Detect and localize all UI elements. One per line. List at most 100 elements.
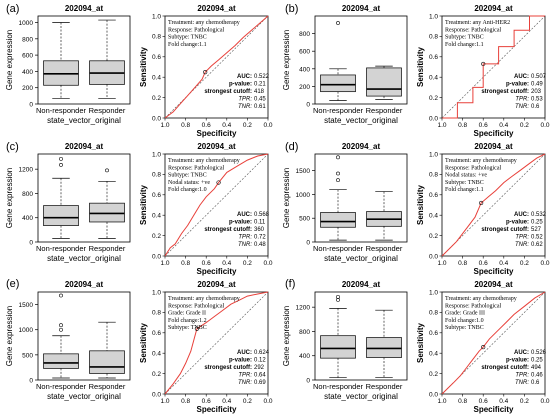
roc-x-tick-label: 0.8	[458, 398, 467, 405]
roc-y-tick-label: 1.0	[152, 151, 161, 158]
roc-x-label: Specificity	[473, 405, 514, 414]
boxplot-category-label: Responder	[89, 106, 126, 115]
roc-stat-label: TPR:	[238, 235, 252, 241]
roc-stat-value: 0.624	[254, 350, 270, 356]
roc-annotation-line: Subtype: TNBC	[168, 35, 207, 41]
roc-stat-value: 0.25	[531, 358, 543, 364]
roc-y-tick-label: 0.4	[152, 75, 161, 82]
roc-y-label: Sensitivity	[139, 322, 148, 363]
boxplot-frame	[37, 153, 131, 243]
roc-frame	[164, 291, 269, 395]
roc-stat-label: strongest cutoff:	[204, 227, 252, 233]
roc-x-tick-label: 0.0	[263, 122, 272, 129]
roc-stat-label: strongest cutoff:	[204, 365, 252, 371]
boxplot-y-tick-label: 1200	[19, 167, 34, 174]
roc-stat-value: 0.25	[531, 220, 543, 226]
roc-x-tick-label: 0.6	[202, 260, 211, 267]
boxplot-y-tick-label: 500	[299, 216, 310, 223]
roc-annotation-line: Grade: Grade III	[445, 311, 485, 317]
roc-x-tick-label: 1.0	[437, 398, 446, 405]
roc-y-tick-label: 0.4	[429, 75, 438, 82]
roc-stat-value: 0.21	[254, 82, 266, 88]
roc-stat-label: TNR:	[515, 242, 529, 248]
roc-y-tick-label: 0.0	[152, 115, 161, 122]
roc-stat-value: 0.12	[254, 358, 266, 364]
boxplot-y-label: Gene expression	[5, 168, 14, 228]
boxplot-outlier	[336, 178, 340, 183]
roc-y-tick-label: 0.2	[429, 95, 438, 102]
boxplot-y-tick-label: 0	[306, 378, 310, 385]
roc-stat-value: 360	[254, 227, 265, 233]
roc-y-tick-label: 0.8	[429, 172, 438, 179]
panel-letter-f: (f)	[285, 278, 296, 290]
roc-y-tick-label: 0.6	[152, 192, 161, 199]
boxplot-y-label: Gene expression	[282, 168, 291, 228]
boxplot-box	[366, 337, 402, 358]
boxplot-box	[43, 353, 79, 369]
panel-letter-d: (d)	[285, 141, 299, 153]
panel-letter-e: (e)	[6, 278, 20, 290]
roc-stat-label: p-value:	[229, 358, 252, 364]
roc-stat-label: p-value:	[506, 82, 529, 88]
roc-stat-label: TPR:	[515, 235, 529, 241]
roc-frame	[441, 291, 546, 395]
roc-annotation-line: Fold change:1.0	[168, 187, 207, 193]
roc-stat-label: strongest cutoff:	[204, 89, 252, 95]
roc-x-tick-label: 0.6	[202, 398, 211, 405]
roc-stat-value: 0.507	[531, 74, 547, 80]
roc-stat-value: 0.6	[531, 380, 540, 386]
boxplot-y-tick-label: 500	[22, 352, 33, 359]
roc-stat-value: 0.72	[254, 235, 266, 241]
roc-stat-value: 0.11	[254, 220, 266, 226]
roc-stat-label: TPR:	[515, 373, 529, 379]
roc-x-tick-label: 0.6	[202, 122, 211, 129]
roc-curve	[441, 291, 546, 395]
boxplot-y-tick-label: 1200	[296, 305, 311, 312]
boxplot-y-tick-label: 1000	[19, 20, 34, 27]
roc-stat-value: 0.61	[254, 104, 266, 110]
panel-letter-b: (b)	[285, 3, 299, 15]
roc-stat-label: strongest cutoff:	[481, 227, 529, 233]
boxplot-category-label: Non-responder	[313, 106, 364, 115]
boxplot-y-tick-label: 200	[22, 85, 33, 92]
roc-title: 202094_at	[474, 142, 513, 151]
roc-y-label: Sensitivity	[416, 46, 425, 87]
boxplot-y-tick-label: 1000	[19, 327, 34, 334]
roc-cutoff-point	[216, 180, 221, 185]
roc-annotation-line: Nodal status: +ve	[445, 173, 487, 179]
boxplot-y-tick-label: 0	[29, 240, 33, 247]
roc-stat-label: TPR:	[238, 373, 252, 379]
roc-y-tick-label: 0.6	[429, 192, 438, 199]
roc-annotation-line: Grade: Grade II	[168, 311, 206, 317]
roc-y-tick-label: 0.8	[152, 172, 161, 179]
roc-x-tick-label: 0.2	[243, 260, 252, 267]
roc-x-tick-label: 0.0	[540, 122, 549, 129]
roc-x-label: Specificity	[196, 267, 237, 276]
boxplot-outlier	[59, 323, 63, 328]
roc-y-tick-label: 0.6	[152, 330, 161, 337]
roc-stat-label: strongest cutoff:	[481, 89, 529, 95]
roc-x-tick-label: 0.8	[181, 122, 190, 129]
roc-y-label: Sensitivity	[139, 46, 148, 87]
roc-stat-value: 0.6	[531, 104, 540, 110]
roc-y-tick-label: 0.2	[152, 233, 161, 240]
boxplot-title: 202094_at	[342, 4, 381, 13]
roc-annotation-line: Fold change:1.1	[168, 42, 207, 48]
boxplot-x-label: state_vector_original	[324, 116, 398, 125]
roc-stat-value: 0.532	[531, 212, 547, 218]
roc-curve	[441, 153, 546, 257]
boxplot-y-tick-label: 200	[299, 84, 310, 91]
roc-x-tick-label: 0.2	[520, 122, 529, 129]
roc-x-label: Specificity	[196, 405, 237, 414]
roc-stat-value: 0.48	[254, 242, 266, 248]
roc-y-tick-label: 0.2	[429, 371, 438, 378]
roc-x-tick-label: 0.0	[540, 398, 549, 405]
roc-y-tick-label: 0.6	[152, 54, 161, 61]
boxplot-y-tick-label: 800	[22, 191, 33, 198]
roc-annotation-line: Fold change:1.0	[445, 318, 484, 324]
roc-x-tick-label: 0.8	[181, 398, 190, 405]
boxplot-y-tick-label: 800	[22, 36, 33, 43]
roc-stat-value: 0.69	[254, 380, 266, 386]
boxplot-y-tick-label: 400	[299, 353, 310, 360]
